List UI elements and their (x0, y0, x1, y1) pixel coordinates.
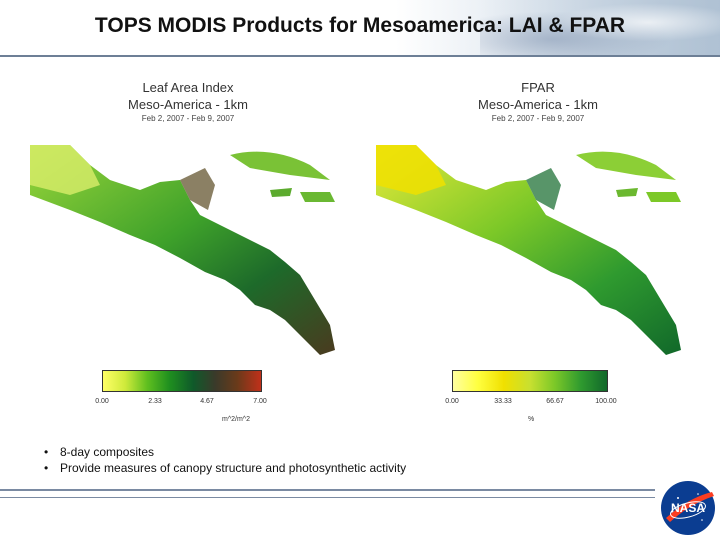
lai-colorbar-gradient (103, 371, 261, 391)
nasa-meatball-logo: NASA (661, 481, 715, 535)
fpar-colorbar-gradient (453, 371, 607, 391)
bullet-text: Provide measures of canopy structure and… (60, 461, 407, 475)
fpar-tick-0: 0.00 (445, 398, 459, 405)
fpar-panel-subtitle: Meso-America - 1km (478, 97, 598, 112)
lai-panel-dates: Feb 2, 2007 - Feb 9, 2007 (141, 114, 235, 123)
bullet-list: • 8-day composites • Provide measures of… (44, 444, 406, 476)
header-globe-image (480, 0, 720, 56)
header-divider (0, 55, 720, 57)
footer-divider (0, 489, 655, 498)
bullet-marker: • (44, 461, 49, 475)
fpar-panel-dates: Feb 2, 2007 - Feb 9, 2007 (491, 114, 585, 123)
lai-panel-subtitle: Meso-America - 1km (128, 97, 248, 112)
lai-tick-0: 0.00 (95, 398, 109, 405)
fpar-unit: % (528, 416, 535, 423)
bullet-item: • 8-day composites (44, 444, 406, 460)
slide-header (0, 0, 720, 56)
lai-tick-3: 7.00 (253, 398, 267, 405)
bullet-marker: • (44, 445, 49, 459)
bullet-text: 8-day composites (60, 445, 155, 459)
fpar-tick-2: 66.67 (546, 398, 564, 405)
nasa-logo-text: NASA (671, 501, 705, 515)
fpar-tick-3: 100.00 (595, 398, 617, 405)
lai-unit: m^2/m^2 (222, 416, 250, 423)
fpar-panel-title: FPAR (521, 80, 555, 95)
lai-map (30, 145, 335, 355)
lai-panel-title: Leaf Area Index (142, 80, 234, 95)
fpar-colorbar (452, 370, 608, 392)
lai-tick-2: 4.67 (200, 398, 214, 405)
lai-tick-1: 2.33 (148, 398, 162, 405)
fpar-tick-1: 33.33 (494, 398, 512, 405)
bullet-item: • Provide measures of canopy structure a… (44, 460, 406, 476)
slide-title: TOPS MODIS Products for Mesoamerica: LAI… (94, 14, 626, 37)
lai-colorbar (102, 370, 262, 392)
fpar-map (376, 145, 681, 355)
